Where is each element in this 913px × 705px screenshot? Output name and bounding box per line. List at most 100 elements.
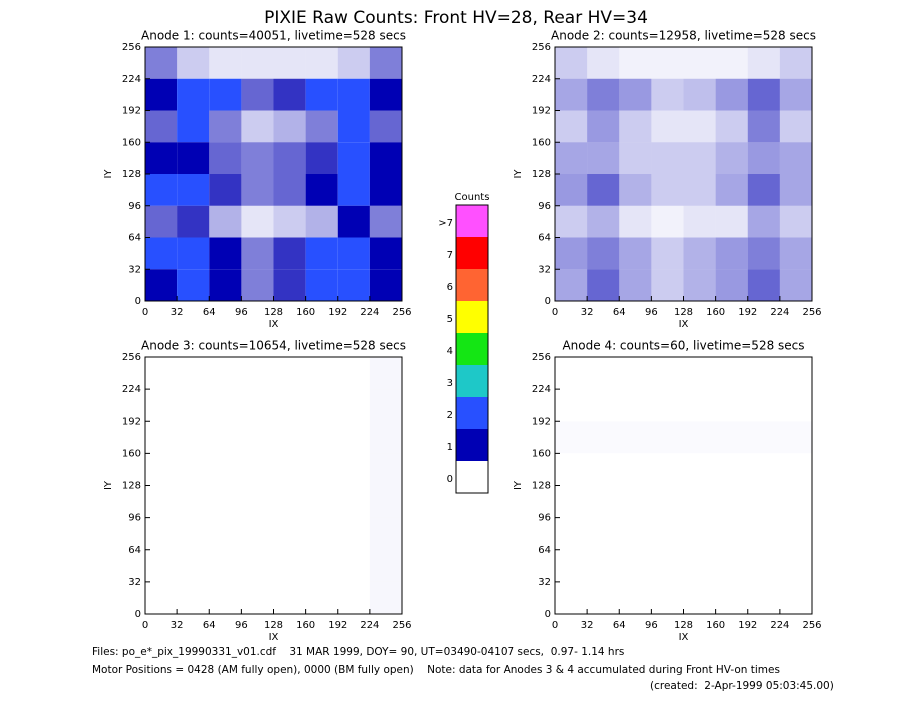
- y-axis-label: IY: [513, 480, 524, 490]
- heatmap-cell: [555, 269, 588, 301]
- x-tick-label: 96: [235, 620, 248, 631]
- heatmap-cell: [370, 389, 402, 421]
- x-axis-label: IX: [269, 319, 279, 330]
- colorbar-tick-label: 3: [447, 378, 453, 389]
- heatmap-cell: [715, 110, 748, 143]
- heatmap-cell: [779, 47, 812, 79]
- heatmap-cell: [370, 550, 402, 582]
- heatmap-cell: [145, 47, 178, 79]
- y-tick-label: 128: [532, 481, 551, 492]
- heatmap-cell: [619, 174, 652, 206]
- heatmap-cell: [273, 142, 306, 174]
- y-axis-label: IY: [103, 480, 114, 490]
- y-tick-label: 96: [128, 201, 141, 212]
- x-tick-label: 160: [296, 620, 315, 631]
- y-tick-label: 256: [532, 352, 551, 363]
- heatmap-cell: [555, 142, 588, 174]
- heatmap-cell: [370, 582, 402, 614]
- x-tick-label: 32: [581, 307, 594, 318]
- y-tick-label: 96: [538, 513, 551, 524]
- y-tick-label: 64: [538, 545, 551, 556]
- heatmap-cell: [145, 142, 178, 174]
- heatmap-cell: [747, 78, 780, 111]
- heatmap-cell: [715, 205, 748, 238]
- footer-line: Files: po_e*_pix_19990331_v01.cdf 31 MAR…: [92, 646, 624, 658]
- heatmap-cell: [587, 269, 620, 301]
- colorbar-tick-label: 6: [447, 282, 453, 293]
- y-tick-label: 192: [532, 106, 551, 117]
- panel-title: Anode 1: counts=40051, livetime=528 secs: [141, 29, 406, 43]
- heatmap-cell: [241, 174, 274, 206]
- heatmap-cell: [369, 142, 402, 174]
- x-tick-label: 32: [581, 620, 594, 631]
- heatmap-cell: [651, 174, 684, 206]
- heatmap-cell: [747, 142, 780, 174]
- heatmap-cell: [369, 269, 402, 301]
- heatmap-cell: [209, 205, 242, 238]
- x-tick-label: 32: [171, 307, 184, 318]
- heatmap-cell: [337, 174, 370, 206]
- colorbar-swatch: [456, 461, 488, 493]
- heatmap-cell: [619, 142, 652, 174]
- y-tick-label: 160: [122, 137, 141, 148]
- heatmap-cell: [273, 78, 306, 111]
- heatmap-cell: [683, 237, 716, 270]
- heatmap-cell: [145, 174, 178, 206]
- panel-title: Anode 3: counts=10654, livetime=528 secs: [141, 339, 406, 353]
- heatmap-cell: [619, 205, 652, 238]
- heatmap-cell: [209, 269, 242, 301]
- heatmap-cell: [241, 237, 274, 270]
- heatmap-cell: [587, 174, 620, 206]
- heatmap-cell: [177, 237, 210, 270]
- heatmap-cell: [715, 237, 748, 270]
- heatmap-cell: [305, 78, 338, 111]
- heatmap-cell: [555, 110, 588, 143]
- heatmap-cell: [651, 269, 684, 301]
- heatmap-cell: [555, 421, 587, 453]
- x-axis-label: IX: [679, 632, 689, 643]
- y-tick-label: 0: [135, 296, 141, 307]
- x-tick-label: 160: [706, 307, 725, 318]
- colorbar-tick-label: 0: [447, 474, 453, 485]
- y-axis-label: IY: [103, 169, 114, 179]
- heatmap-cell: [241, 78, 274, 111]
- heatmap-cell: [370, 453, 402, 485]
- heatmap-cell: [779, 237, 812, 270]
- y-tick-label: 32: [538, 264, 551, 275]
- x-tick-label: 192: [328, 307, 347, 318]
- heatmap-cell: [273, 174, 306, 206]
- heatmap-cell: [337, 237, 370, 270]
- y-tick-label: 64: [128, 233, 141, 244]
- heatmap-cell: [651, 237, 684, 270]
- y-tick-label: 160: [122, 448, 141, 459]
- y-tick-label: 256: [122, 352, 141, 363]
- footer-line: (created: 2-Apr-1999 05:03:45.00): [650, 680, 834, 692]
- heatmap-cell: [651, 205, 684, 238]
- heatmap-cell: [145, 110, 178, 143]
- x-tick-label: 256: [802, 620, 821, 631]
- x-tick-label: 256: [392, 307, 411, 318]
- heatmap-cell: [651, 78, 684, 111]
- heatmap-cell: [748, 421, 780, 453]
- y-tick-label: 128: [122, 169, 141, 180]
- y-tick-label: 224: [532, 384, 551, 395]
- plot-frame: [554, 356, 813, 615]
- heatmap-cell: [683, 110, 716, 143]
- heatmap-cell: [715, 269, 748, 301]
- x-tick-label: 64: [613, 307, 626, 318]
- x-tick-label: 64: [203, 620, 216, 631]
- heatmap-cell: [370, 486, 402, 518]
- heatmap-cell: [619, 421, 651, 453]
- heatmap-cell: [683, 269, 716, 301]
- heatmap-cell: [305, 47, 338, 79]
- x-tick-label: 96: [645, 620, 658, 631]
- heatmap-cell: [369, 110, 402, 143]
- heatmap-cell: [209, 110, 242, 143]
- heatmap-cell: [683, 205, 716, 238]
- heatmap-cell: [145, 269, 178, 301]
- y-tick-label: 160: [532, 137, 551, 148]
- heatmap-cell: [305, 205, 338, 238]
- colorbar-swatch: [456, 429, 488, 461]
- heatmap-cell: [555, 205, 588, 238]
- plot-frame: [144, 356, 403, 615]
